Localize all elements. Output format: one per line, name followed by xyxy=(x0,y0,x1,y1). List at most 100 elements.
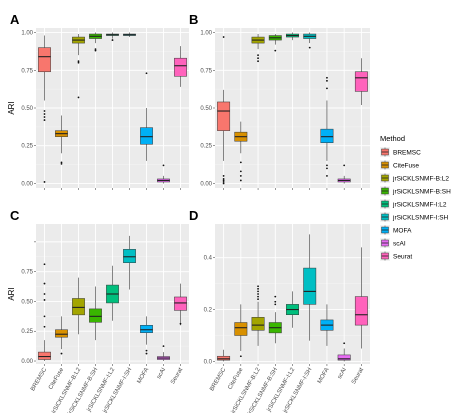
box-jrSiCKLSNMF-B:L2 xyxy=(251,34,265,63)
y-tick-label: 0.4 xyxy=(204,256,213,262)
box-jrSiCKLSNMF-B:L2 xyxy=(251,285,265,346)
outlier-point xyxy=(326,87,328,90)
outlier-point xyxy=(145,349,148,352)
x-tick-label: scAI xyxy=(156,367,167,380)
x-tick-label: BREMSC xyxy=(30,366,48,392)
x-tick-label: Seurat xyxy=(351,367,365,386)
outlier-point xyxy=(274,295,277,298)
y-tick-label: 0.2 xyxy=(204,308,213,314)
panel-label: B xyxy=(189,12,198,27)
box-jrSiCKLSNMF-I:SH xyxy=(123,235,136,290)
box-jrSiCKLSNMF-B:SH xyxy=(89,32,102,52)
legend-label: jrSiCKLSNMF-I:L2 xyxy=(392,202,447,209)
box-scAI xyxy=(337,342,351,362)
box-jrSiCKLSNMF-I:L2 xyxy=(286,32,299,41)
outlier-point xyxy=(222,36,225,38)
box-iqr xyxy=(234,322,248,336)
legend-label: jrSiCKLSNMF-I:SH xyxy=(392,215,449,222)
outlier-point xyxy=(77,60,80,63)
legend-label: Seurat xyxy=(393,254,412,261)
legend-label: jrSiCKLSNMF-B:SH xyxy=(392,189,451,196)
outlier-point xyxy=(43,119,46,121)
panel-A: 0.00 0.25 0.50 0.75 1.00 ARI A xyxy=(7,12,189,190)
outlier-point xyxy=(145,352,148,355)
outlier-point xyxy=(257,285,259,288)
box-MOFA xyxy=(140,72,153,161)
outlier-point xyxy=(43,293,46,295)
box-jrSiCKLSNMF-I:SH xyxy=(123,32,136,38)
y-tick-label: 0.00 xyxy=(21,181,33,187)
legend-label: jrSiCKLSNMF-B:L2 xyxy=(392,176,449,183)
outlier-point xyxy=(274,303,277,306)
x-tick-label: BREMSC xyxy=(209,366,227,392)
y-tick-label: 1.00 xyxy=(21,31,33,37)
box-MOFA xyxy=(320,304,334,346)
outlier-point xyxy=(222,179,225,182)
box-jrSiCKLSNMF-I:L2 xyxy=(286,291,299,328)
outlier-point xyxy=(43,299,46,301)
box-jrSiCKLSNMF-I:L2 xyxy=(106,265,119,321)
outlier-point xyxy=(257,60,259,63)
legend-label: MOFA xyxy=(393,228,412,235)
y-tick-label: 0.50 xyxy=(21,299,33,305)
x-tick-label: MOFA xyxy=(317,367,331,385)
box-CiteFuse xyxy=(234,304,248,358)
panel-B: 0.00 0.25 0.50 0.75 1.00B xyxy=(189,12,370,190)
outlier-point xyxy=(257,57,259,60)
y-tick-label: 0.00 xyxy=(200,181,212,187)
box-BREMSC xyxy=(217,349,231,362)
legend-item: Seurat xyxy=(380,251,412,261)
panel-label: A xyxy=(10,12,20,27)
box-iqr xyxy=(174,57,187,77)
outlier-point xyxy=(343,342,346,345)
outlier-point xyxy=(222,181,225,183)
outlier-point xyxy=(239,355,242,358)
box-iqr xyxy=(320,128,334,143)
box-MOFA xyxy=(320,76,334,177)
outlier-point xyxy=(239,161,242,164)
box-iqr xyxy=(251,317,265,331)
y-tick-label: 0.75 xyxy=(21,68,33,74)
outlier-point xyxy=(145,72,148,75)
outlier-point xyxy=(43,181,46,183)
box-jrSiCKLSNMF-B:SH xyxy=(89,286,102,341)
outlier-point xyxy=(326,175,328,177)
outlier-point xyxy=(43,110,46,112)
box-scAI xyxy=(157,164,170,184)
box-jrSiCKLSNMF-I:SH xyxy=(303,234,317,341)
box-CiteFuse xyxy=(55,115,68,165)
y-tick-label: 0.50 xyxy=(21,106,33,112)
outlier-point xyxy=(179,322,182,325)
box-Seurat xyxy=(174,283,187,326)
outlier-point xyxy=(43,113,46,115)
outlier-point xyxy=(274,49,277,52)
box-iqr xyxy=(337,354,351,361)
y-tick-label: 0.25 xyxy=(200,144,212,150)
box-iqr xyxy=(217,101,231,131)
box-jrSiCKLSNMF-I:SH xyxy=(303,32,317,49)
outlier-point xyxy=(326,164,328,167)
outlier-point xyxy=(239,179,242,182)
box-jrSiCKLSNMF-B:L2 xyxy=(72,34,85,99)
outlier-point xyxy=(162,164,165,167)
outlier-point xyxy=(60,352,63,355)
x-tick-label: Seurat xyxy=(170,367,184,386)
outlier-point xyxy=(60,162,63,165)
box-jrSiCKLSNMF-B:L2 xyxy=(72,277,85,335)
box-jrSiCKLSNMF-B:SH xyxy=(268,34,282,52)
legend-item: scAI xyxy=(380,238,406,248)
legend-item: jrSiCKLSNMF-I:SH xyxy=(380,212,449,222)
outlier-point xyxy=(257,287,259,290)
legend-label: scAI xyxy=(393,241,406,248)
box-CiteFuse xyxy=(55,316,68,355)
box-iqr xyxy=(38,351,51,360)
legend-label: CiteFuse xyxy=(393,163,419,170)
y-tick-label: 0.25 xyxy=(21,329,33,335)
legend-item: MOFA xyxy=(380,225,412,235)
y-tick-label: 1.00 xyxy=(200,31,212,37)
box-Seurat xyxy=(354,58,368,105)
legend: Method BREMSC CiteFuse jrSiCKLSNMF-B:L2 jrSi… xyxy=(380,134,451,261)
y-tick-label: 0.50 xyxy=(200,106,212,112)
box-MOFA xyxy=(140,316,153,355)
outlier-point xyxy=(257,293,259,295)
